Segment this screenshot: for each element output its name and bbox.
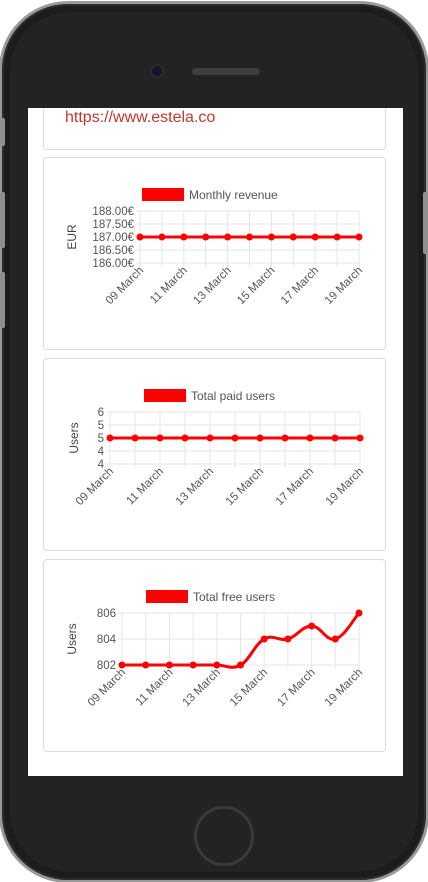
x-tick-label: 09 March: [74, 466, 116, 508]
data-point[interactable]: [311, 233, 319, 241]
legend-label[interactable]: Monthly revenue: [189, 188, 278, 202]
data-point[interactable]: [237, 661, 244, 669]
data-point[interactable]: [156, 434, 164, 442]
x-tick-label: 17 March: [275, 667, 317, 709]
y-tick-label: 187.00€: [92, 232, 134, 244]
data-point[interactable]: [333, 233, 341, 241]
y-tick-label: 187.50€: [92, 219, 134, 231]
data-point[interactable]: [106, 434, 114, 442]
data-point[interactable]: [289, 233, 297, 241]
y-tick-label: 6: [98, 407, 104, 419]
y-tick-label: 806: [97, 608, 116, 620]
data-point[interactable]: [206, 434, 214, 442]
data-point[interactable]: [136, 233, 144, 241]
data-point[interactable]: [308, 622, 316, 630]
free-users-chart-card: Total free users Users 806 804 802 09 March 11…: [43, 559, 386, 752]
earpiece-speaker: [192, 68, 260, 75]
data-point[interactable]: [306, 434, 314, 442]
x-tick-label: 13 March: [181, 667, 223, 709]
data-point[interactable]: [202, 233, 210, 241]
data-point[interactable]: [260, 635, 268, 643]
phone-screen: https://www.estela.co Monthly revenue EUR…: [28, 108, 403, 776]
x-tick-label: 09 March: [86, 667, 128, 709]
x-tick-label: 19 March: [323, 265, 365, 307]
data-point[interactable]: [131, 434, 139, 442]
y-axis-title: EUR: [65, 224, 79, 250]
y-tick-label: 5: [98, 433, 104, 445]
data-point[interactable]: [267, 233, 275, 241]
data-point[interactable]: [256, 434, 264, 442]
x-tick-label: 19 March: [324, 466, 366, 508]
x-tick-label: 15 March: [224, 466, 266, 508]
x-tick-label: 19 March: [323, 667, 365, 709]
legend-label[interactable]: Total free users: [193, 590, 275, 604]
data-point[interactable]: [356, 434, 364, 442]
y-tick-label: 4: [98, 446, 105, 458]
x-tick-label: 13 March: [174, 466, 216, 508]
front-camera-icon: [152, 66, 162, 76]
y-axis-title: Users: [65, 623, 79, 654]
x-tick-label: 17 March: [279, 265, 321, 307]
y-tick-label: 186.00€: [92, 258, 134, 270]
x-tick-label: 15 March: [228, 667, 270, 709]
mute-switch[interactable]: [0, 118, 5, 146]
volume-down-button[interactable]: [0, 272, 5, 328]
data-point[interactable]: [331, 635, 339, 643]
power-button[interactable]: [423, 192, 428, 254]
data-point[interactable]: [284, 635, 292, 643]
home-button[interactable]: [194, 806, 254, 866]
y-tick-label: 804: [97, 634, 117, 646]
revenue-chart: Monthly revenueEUR188.00€187.50€187.00€1…: [65, 188, 365, 307]
x-tick-label: 17 March: [274, 466, 316, 508]
legend-swatch[interactable]: [142, 188, 184, 201]
data-point[interactable]: [331, 434, 339, 442]
y-axis-title: Users: [67, 422, 81, 453]
data-point[interactable]: [142, 661, 150, 669]
data-point[interactable]: [355, 233, 363, 241]
legend-swatch[interactable]: [146, 590, 188, 603]
data-point[interactable]: [181, 434, 189, 442]
data-point[interactable]: [246, 233, 253, 241]
data-point[interactable]: [355, 609, 363, 617]
x-tick-label: 13 March: [191, 265, 233, 307]
website-link[interactable]: https://www.estela.co: [65, 109, 216, 126]
data-point[interactable]: [165, 661, 173, 669]
y-tick-label: 4: [98, 459, 105, 471]
data-point[interactable]: [180, 233, 188, 241]
legend-label[interactable]: Total paid users: [191, 389, 275, 403]
y-tick-label: 5: [98, 420, 104, 432]
volume-up-button[interactable]: [0, 192, 5, 248]
data-point[interactable]: [189, 661, 197, 669]
x-tick-label: 11 March: [124, 466, 166, 508]
paid-users-chart-card: Total paid users Users 6 5 5 4 4 09 March 11 Mar…: [43, 358, 386, 551]
data-point[interactable]: [118, 661, 126, 669]
x-tick-label: 11 March: [148, 265, 190, 307]
revenue-chart-card: Monthly revenue EUR 188.00€ 187.50€ 187.00€ 1…: [43, 157, 386, 350]
data-point[interactable]: [281, 434, 289, 442]
data-point[interactable]: [231, 434, 239, 442]
y-tick-label: 186.50€: [92, 245, 134, 257]
legend-swatch[interactable]: [144, 389, 186, 402]
data-point[interactable]: [158, 233, 166, 241]
y-tick-label: 188.00€: [92, 206, 134, 218]
x-tick-label: 15 March: [235, 265, 277, 307]
data-point[interactable]: [224, 233, 232, 241]
website-card: https://www.estela.co: [43, 108, 386, 150]
x-tick-label: 11 March: [134, 667, 176, 709]
y-tick-label: 802: [97, 660, 116, 672]
data-point[interactable]: [213, 661, 221, 669]
x-tick-label: 09 March: [104, 265, 146, 307]
